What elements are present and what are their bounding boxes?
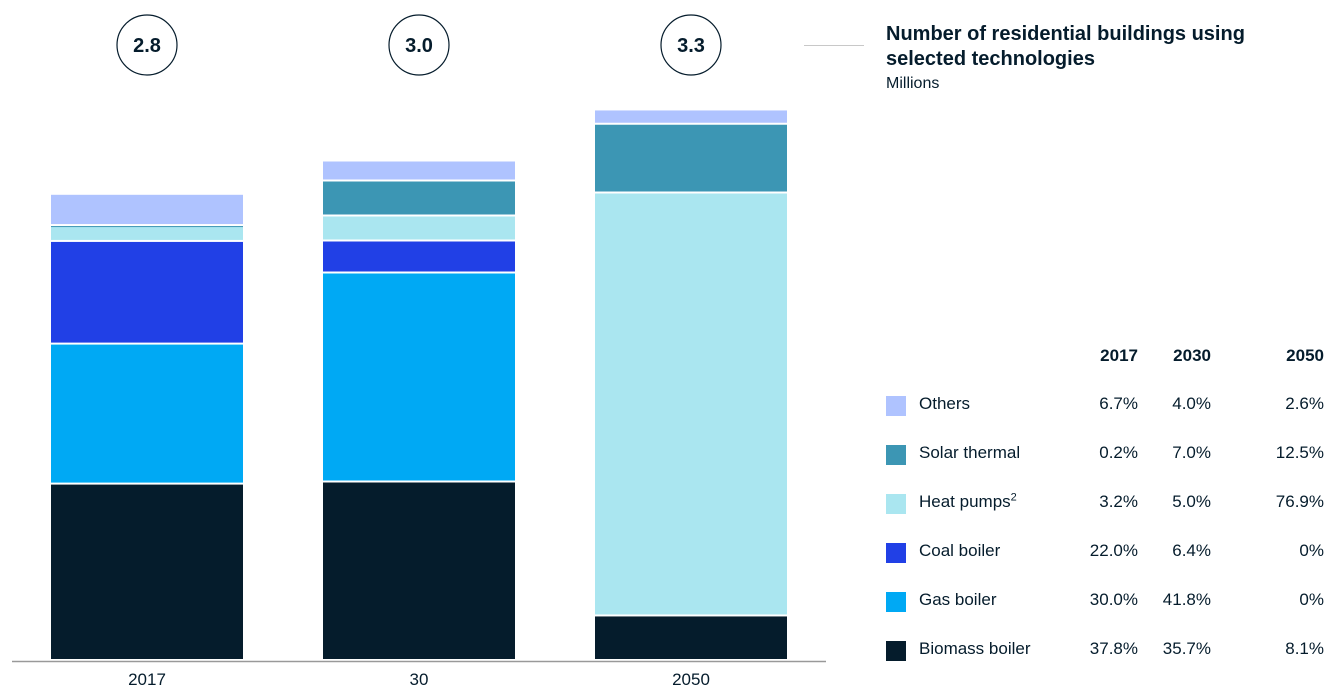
legend-label-heat-pumps: Heat pumps2	[919, 491, 1017, 511]
total-label-30: 3.0	[405, 35, 433, 57]
legend-row-others: Others 6.7% 4.0% 2.6%	[886, 376, 1326, 425]
bar-segment-solar-thermal-30	[323, 181, 515, 215]
legend-row-solar-thermal: Solar thermal 0.2% 7.0% 12.5%	[886, 425, 1326, 474]
legend-col-2017: 2017	[1100, 346, 1138, 365]
bar-segment-others-2050	[595, 110, 787, 123]
bar-segment-gas-boiler-2017	[51, 344, 243, 483]
legend-value-biomass-boiler-2050: 8.1%	[1285, 639, 1324, 658]
legend-swatch-coal-boiler	[886, 543, 906, 563]
bar-segment-gas-boiler-30	[323, 273, 515, 481]
bar-segment-biomass-boiler-30	[323, 482, 515, 659]
legend-swatch-solar-thermal	[886, 445, 906, 465]
bar-segment-coal-boiler-2017	[51, 241, 243, 343]
legend-swatch-biomass-boiler	[886, 641, 906, 661]
bar-segment-biomass-boiler-2050	[595, 616, 787, 659]
footnote-marker: 2	[1010, 491, 1017, 504]
legend-value-coal-boiler-2017: 22.0%	[1089, 541, 1138, 560]
legend-label-solar-thermal: Solar thermal	[919, 443, 1021, 462]
legend-swatch-others	[886, 396, 906, 416]
total-label-2017: 2.8	[133, 35, 161, 57]
legend-swatch-gas-boiler	[886, 592, 906, 612]
legend-value-solar-thermal-2050: 12.5%	[1275, 443, 1324, 462]
x-tick-label-2050: 2050	[672, 670, 710, 689]
legend-label-gas-boiler: Gas boiler	[919, 590, 997, 609]
bar-segment-solar-thermal-2017	[51, 226, 243, 228]
bar-segment-biomass-boiler-2017	[51, 484, 243, 659]
title-block: Number of residential buildings using se…	[886, 22, 1316, 94]
legend-value-biomass-boiler-2030: 35.7%	[1162, 639, 1211, 658]
total-circle-2017	[116, 14, 178, 76]
legend-value-heat-pumps-2050: 76.9%	[1275, 492, 1324, 511]
bar-segment-solar-thermal-2050	[595, 124, 787, 192]
legend-value-others-2030: 4.0%	[1172, 394, 1211, 413]
legend-value-others-2050: 2.6%	[1285, 394, 1324, 413]
x-tick-label-30: 30	[410, 670, 429, 689]
legend-table: 2017 2030 2050 Others 6.7% 4.0% 2.6% Solar t…	[886, 340, 1326, 670]
chart-subtitle: Millions	[886, 75, 940, 92]
bar-segment-others-30	[323, 161, 515, 180]
legend-row-heat-pumps: Heat pumps2 3.2% 5.0% 76.9%	[886, 474, 1326, 523]
bar-segment-heat-pumps-2017	[51, 227, 243, 240]
legend-value-biomass-boiler-2017: 37.8%	[1089, 639, 1138, 658]
total-circle-30	[388, 14, 450, 76]
bar-segment-heat-pumps-2050	[595, 193, 787, 615]
legend-value-coal-boiler-2030: 6.4%	[1172, 541, 1211, 560]
legend-value-gas-boiler-2050: 0%	[1299, 590, 1324, 609]
legend-row-gas-boiler: Gas boiler 30.0% 41.8% 0%	[886, 572, 1326, 621]
legend-col-2030: 2030	[1173, 346, 1211, 365]
legend-label-others: Others	[919, 394, 971, 413]
legend-value-heat-pumps-2017: 3.2%	[1099, 492, 1138, 511]
leader-line	[804, 45, 864, 46]
legend-label-biomass-boiler: Biomass boiler	[919, 639, 1031, 658]
legend-value-heat-pumps-2030: 5.0%	[1172, 492, 1211, 511]
total-label-2050: 3.3	[677, 35, 705, 57]
legend-value-solar-thermal-2017: 0.2%	[1099, 443, 1138, 462]
x-tick-label-2017: 2017	[128, 670, 166, 689]
total-circle-2050	[660, 14, 722, 76]
stacked-bar-chart: 2017 2.8 30 3.0 2050 3.3	[12, 14, 826, 689]
bar-segment-others-2017	[51, 194, 243, 225]
legend-label-coal-boiler: Coal boiler	[919, 541, 1001, 560]
legend-header: 2017 2030 2050	[886, 340, 1326, 376]
legend-swatch-heat-pumps	[886, 494, 906, 514]
legend-value-coal-boiler-2050: 0%	[1299, 541, 1324, 560]
legend-value-others-2017: 6.7%	[1099, 394, 1138, 413]
legend-col-2050: 2050	[1286, 346, 1324, 365]
bar-segment-coal-boiler-30	[323, 241, 515, 272]
legend-row-biomass-boiler: Biomass boiler 37.8% 35.7% 8.1%	[886, 621, 1326, 670]
chart-title: Number of residential buildings using se…	[886, 23, 1245, 70]
bar-segment-heat-pumps-30	[323, 216, 515, 240]
legend-value-solar-thermal-2030: 7.0%	[1172, 443, 1211, 462]
legend-row-coal-boiler: Coal boiler 22.0% 6.4% 0%	[886, 523, 1326, 572]
legend-value-gas-boiler-2030: 41.8%	[1162, 590, 1211, 609]
legend-value-gas-boiler-2017: 30.0%	[1089, 590, 1138, 609]
